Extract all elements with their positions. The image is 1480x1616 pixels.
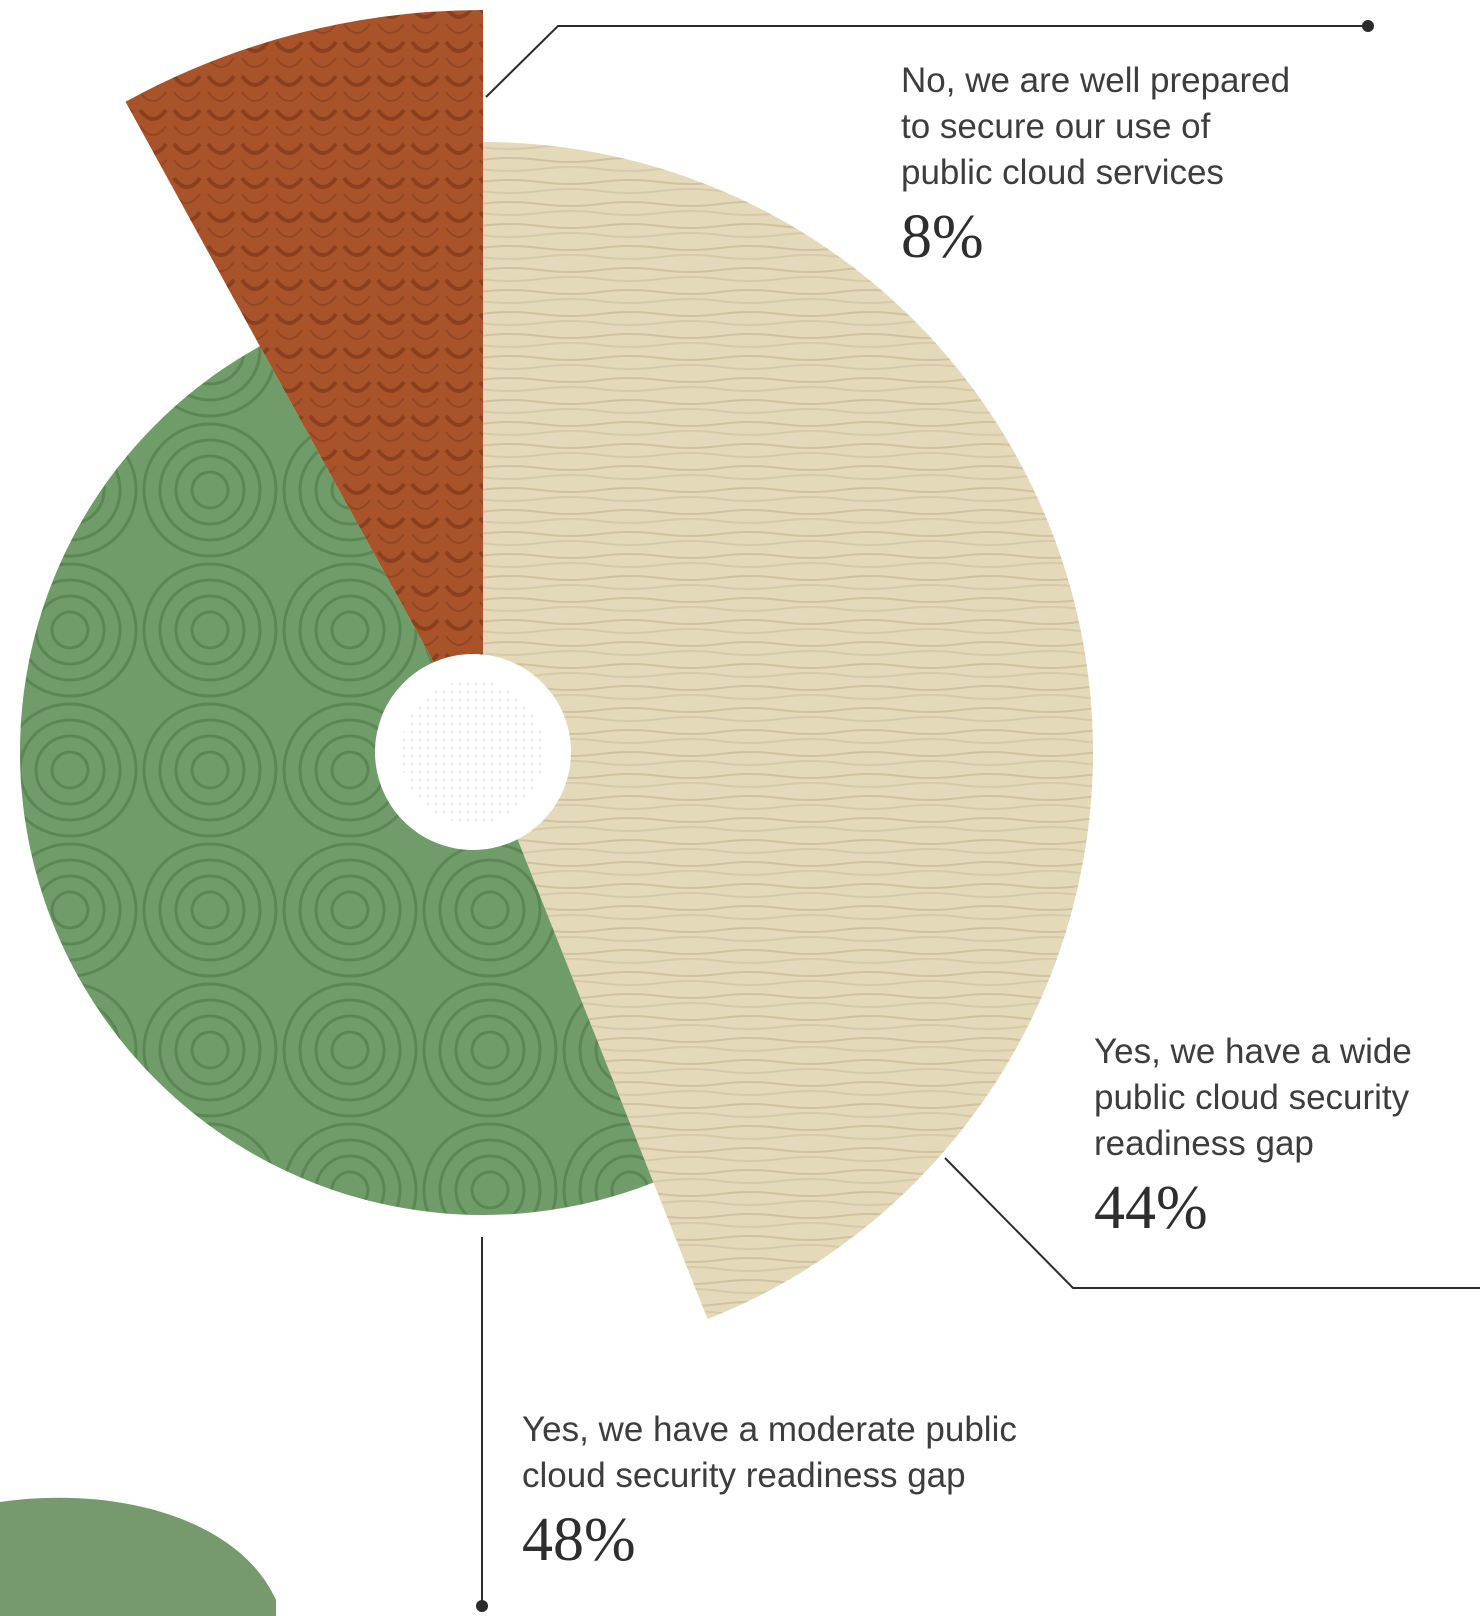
slice-label-moderate-gap: Yes, we have a moderate public cloud sec…	[522, 1407, 1122, 1575]
slice-label-text: No, we are well prepared to secure our u…	[901, 61, 1291, 192]
pie-slice-moderate-gap	[19, 346, 654, 1216]
leader-line-8	[485, 20, 1374, 98]
leader-line-44	[944, 1157, 1480, 1289]
leader-line-48	[476, 1237, 488, 1612]
center-hole-texture	[401, 680, 545, 824]
slice-label-text: Yes, we have a wide public cloud securit…	[1094, 1032, 1412, 1163]
pie-slice-wide-gap	[483, 142, 1093, 1320]
slice-label-text: Yes, we have a moderate public cloud sec…	[522, 1410, 1017, 1495]
pie-slices	[19, 10, 1093, 1320]
slice-label-no-prepared: No, we are well prepared to secure our u…	[901, 58, 1381, 272]
pie-slice-no-prepared	[125, 10, 484, 752]
slice-label-value: 48%	[522, 1506, 636, 1574]
decor-blob	[0, 1497, 276, 1616]
slice-label-wide-gap: Yes, we have a wide public cloud securit…	[1094, 1029, 1474, 1243]
slice-label-value: 44%	[1094, 1174, 1208, 1242]
slice-label-value: 8%	[901, 203, 984, 271]
